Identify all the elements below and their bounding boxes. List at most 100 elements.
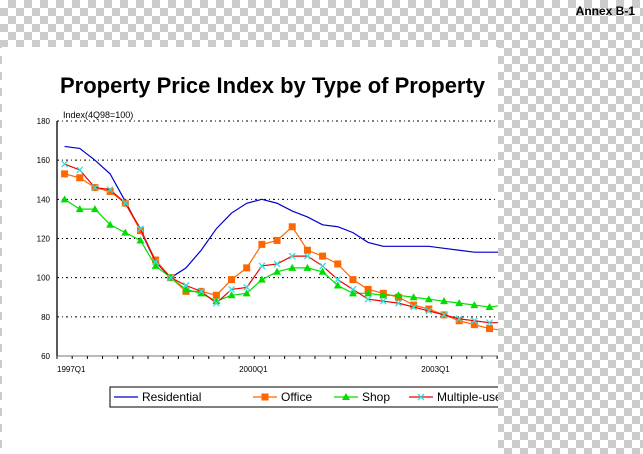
legend-marker — [261, 393, 269, 401]
y-axis-label: Index(4Q98=100) — [63, 110, 133, 120]
data-point — [410, 301, 418, 309]
marker-stroke — [303, 252, 311, 260]
marker-stroke — [121, 199, 129, 207]
marker-stroke — [425, 307, 433, 315]
data-point — [212, 297, 221, 305]
data-point — [106, 188, 114, 195]
y-tick-label: 160 — [37, 156, 51, 165]
series-line — [64, 163, 498, 324]
data-point — [91, 184, 99, 192]
marker-stroke — [167, 274, 175, 282]
data-point — [228, 276, 236, 284]
marker-stroke — [319, 262, 327, 270]
series-line — [64, 198, 498, 308]
data-point — [349, 285, 357, 293]
y-tick-label: 120 — [37, 235, 51, 244]
data-point — [76, 174, 84, 182]
data-point — [227, 291, 236, 299]
data-point — [61, 160, 69, 168]
data-point — [486, 325, 494, 333]
marker-stroke — [364, 295, 372, 303]
marker-stroke — [258, 262, 266, 270]
data-point — [151, 261, 160, 269]
marker-stroke — [455, 315, 463, 323]
data-point — [364, 289, 373, 297]
marker-stroke — [470, 317, 478, 325]
data-point — [379, 297, 387, 305]
data-point — [303, 252, 311, 260]
data-point — [485, 303, 494, 311]
marker-stroke — [76, 166, 84, 174]
data-point — [333, 281, 342, 289]
data-point — [455, 315, 463, 323]
data-point — [288, 223, 296, 231]
marker-stroke — [182, 282, 190, 289]
marker-stroke — [410, 303, 418, 311]
data-point — [243, 264, 251, 272]
data-point — [242, 289, 251, 297]
data-point — [334, 260, 342, 268]
annex-label: Annex B-1 — [575, 4, 635, 18]
data-point — [273, 260, 281, 268]
legend-label: Residential — [142, 390, 201, 404]
data-point — [455, 299, 464, 307]
marker-stroke — [197, 287, 205, 295]
data-point — [319, 252, 327, 260]
data-point — [212, 299, 220, 307]
legend-item: Residential — [114, 390, 201, 404]
data-point — [197, 289, 206, 297]
marker-stroke — [334, 276, 342, 284]
data-point — [470, 321, 478, 329]
series-office — [61, 170, 498, 333]
chart-svg: Property Price Index by Type of Property… — [37, 73, 498, 408]
data-point — [60, 195, 69, 203]
data-point — [273, 267, 282, 275]
data-point — [137, 225, 144, 233]
legend-label: Shop — [362, 390, 390, 404]
marker-stroke — [152, 258, 160, 266]
series-multiple-user-factory — [61, 160, 498, 327]
data-point — [152, 258, 160, 266]
data-point — [303, 246, 311, 254]
y-tick-label: 140 — [37, 195, 51, 204]
data-point — [273, 236, 281, 244]
y-tick-label: 100 — [37, 274, 51, 283]
marker-stroke — [486, 319, 493, 327]
y-tick-label: 180 — [37, 117, 51, 126]
marker-stroke — [91, 184, 99, 192]
series-line — [64, 173, 498, 331]
marker-stroke — [243, 283, 251, 291]
x-tick-label: 2003Q1 — [421, 365, 450, 374]
data-point — [424, 295, 433, 303]
marker-stroke — [349, 285, 357, 293]
marker-stroke — [440, 311, 448, 319]
data-point — [61, 170, 69, 178]
data-point — [303, 263, 312, 271]
marker-stroke — [228, 285, 235, 293]
y-tick-label: 60 — [41, 352, 50, 361]
legend-item: Office — [253, 390, 312, 404]
legend-item: Multiple-user Factory — [409, 390, 498, 404]
data-point — [425, 305, 433, 313]
data-point — [349, 276, 357, 284]
legend-label: Office — [281, 390, 312, 404]
chart-sheet: Property Price Index by Type of Property… — [2, 47, 498, 454]
data-point — [182, 285, 190, 293]
data-point — [228, 285, 235, 293]
data-point — [348, 289, 357, 297]
legend-box — [109, 386, 498, 408]
data-point — [319, 262, 327, 270]
data-point — [334, 276, 342, 284]
data-point — [136, 227, 144, 235]
data-point — [395, 299, 402, 307]
data-point — [440, 297, 448, 305]
legend-label: Multiple-user Factory — [437, 390, 498, 404]
marker-stroke — [379, 297, 387, 305]
data-point — [121, 199, 129, 207]
marker-stroke — [212, 299, 220, 307]
data-point — [258, 240, 266, 248]
data-point — [409, 293, 418, 301]
legend: Residential Office Shop Multiple-user Facto… — [109, 386, 498, 408]
marker-stroke — [288, 252, 296, 260]
data-point — [470, 317, 478, 325]
